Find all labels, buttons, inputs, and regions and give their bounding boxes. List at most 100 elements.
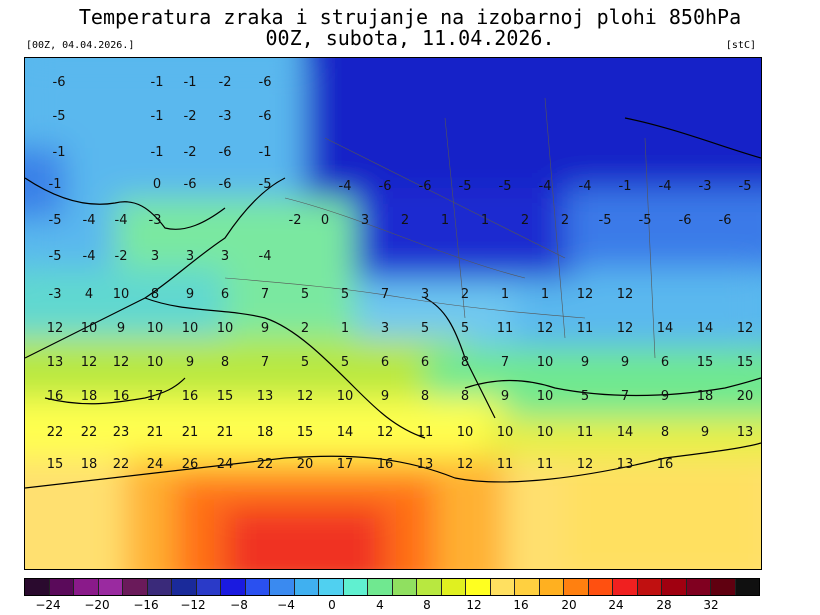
temperature-value-label: 22 [257,457,274,472]
temperature-value-label: -6 [719,213,732,228]
temperature-value-label: 15 [297,425,314,440]
temperature-value-label: 18 [81,457,98,472]
color-scale-tick-label: −24 [35,598,61,612]
temperature-value-label: 15 [217,389,234,404]
temperature-value-label: 5 [341,355,349,370]
temperature-value-label: 18 [81,389,98,404]
color-scale-tick-label: −8 [230,598,248,612]
color-scale-tick-label: −16 [133,598,159,612]
temperature-value-label: 16 [47,389,64,404]
color-scale-swatch [564,579,589,595]
temperature-value-label: 3 [151,249,159,264]
temperature-value-label: 17 [337,457,354,472]
temperature-value-label: 15 [47,457,64,472]
temperature-value-label: 14 [697,321,714,336]
temperature-value-label: 14 [657,321,674,336]
color-scale-swatch [98,579,123,595]
temperature-value-label: 8 [151,287,159,302]
temperature-value-label: 7 [501,355,509,370]
temperature-value-label: -6 [53,75,66,90]
temperature-value-label: 5 [341,287,349,302]
color-scale-tick-label: 4 [376,598,384,612]
temperature-value-label: -1 [619,179,632,194]
color-scale-swatch [294,579,319,595]
temperature-value-label: 5 [461,321,469,336]
temperature-value-label: 10 [537,355,554,370]
temperature-value-label: -4 [659,179,672,194]
temperature-value-label: -6 [219,177,232,192]
temperature-value-label: 22 [47,425,64,440]
temperature-field [25,58,761,569]
temperature-value-label: 13 [257,389,274,404]
temperature-value-label: 9 [186,287,194,302]
temperature-value-label: 8 [421,389,429,404]
color-scale-swatch [245,579,270,595]
temperature-value-label: 16 [377,457,394,472]
temperature-value-label: 5 [301,355,309,370]
temperature-value-label: -3 [219,109,232,124]
temperature-value-label: 18 [257,425,274,440]
temperature-value-label: -1 [151,109,164,124]
temperature-value-label: 17 [147,389,164,404]
temperature-value-label: 10 [147,321,164,336]
chart-title-line1: Temperatura zraka i strujanje na izobarn… [78,5,742,29]
color-scale-swatch [441,579,466,595]
temperature-value-label: 0 [153,177,161,192]
temperature-value-label: -4 [539,179,552,194]
temperature-value-label: 1 [541,287,549,302]
color-scale-swatch [25,579,50,595]
temperature-value-label: 7 [381,287,389,302]
temperature-value-label: 13 [47,355,64,370]
temperature-value-label: -3 [149,213,162,228]
temperature-value-label: -6 [259,109,272,124]
temperature-map: -6 -1 -1 -2 -6 -5 -1 -2 -3 -6 -1 -1 -2 -6 -1 -1 0 -6 -6 -5 -… [24,57,762,570]
temperature-value-label: -1 [49,177,62,192]
temperature-value-label: 11 [537,457,554,472]
temperature-value-label: 6 [221,287,229,302]
color-scale-tick-label: 32 [703,598,719,612]
color-scale-swatch [392,579,417,595]
temperature-value-label: 13 [617,457,634,472]
temperature-value-label: 1 [441,213,449,228]
temperature-value-label: 10 [182,321,199,336]
temperature-value-label: 14 [617,425,634,440]
map-canvas: -6 -1 -1 -2 -6 -5 -1 -2 -3 -6 -1 -1 -2 -6 -1 -1 0 -6 -6 -5 -… [25,58,761,569]
temperature-value-label: -5 [599,213,612,228]
color-scale-swatch [270,579,295,595]
color-scale-swatch [735,579,759,595]
temperature-value-label: 3 [361,213,369,228]
temperature-value-label: 12 [577,287,594,302]
color-scale-tick-label: 0 [328,598,336,612]
temperature-value-label: 10 [457,425,474,440]
color-scale-swatch [49,579,74,595]
temperature-value-label: 9 [261,321,269,336]
color-scale-tick-label: −4 [277,598,295,612]
temperature-value-label: 3 [186,249,194,264]
temperature-value-label: 12 [113,355,130,370]
temperature-value-label: -5 [49,213,62,228]
temperature-value-label: 11 [417,425,434,440]
temperature-value-label: 1 [481,213,489,228]
temperature-value-label: 6 [661,355,669,370]
temperature-value-label: 3 [421,287,429,302]
temperature-value-label: 10 [537,425,554,440]
temperature-value-label: 21 [147,425,164,440]
temperature-value-label: 10 [217,321,234,336]
temperature-value-label: -2 [219,75,232,90]
temperature-value-label: -5 [53,109,66,124]
temperature-value-label: -4 [579,179,592,194]
temperature-value-label: 21 [182,425,199,440]
temperature-value-label: 9 [501,389,509,404]
temperature-value-label: 15 [737,355,754,370]
temperature-value-label: 12 [617,287,634,302]
unit-label: [stC] [725,40,756,51]
temperature-value-label: 6 [381,355,389,370]
temperature-value-label: -2 [184,109,197,124]
temperature-value-label: -5 [639,213,652,228]
temperature-value-label: -2 [184,145,197,160]
color-scale-swatch [515,579,540,595]
temperature-value-label: 10 [337,389,354,404]
temperature-value-label: 21 [217,425,234,440]
temperature-value-label: 12 [617,321,634,336]
temperature-value-label: 12 [81,355,98,370]
